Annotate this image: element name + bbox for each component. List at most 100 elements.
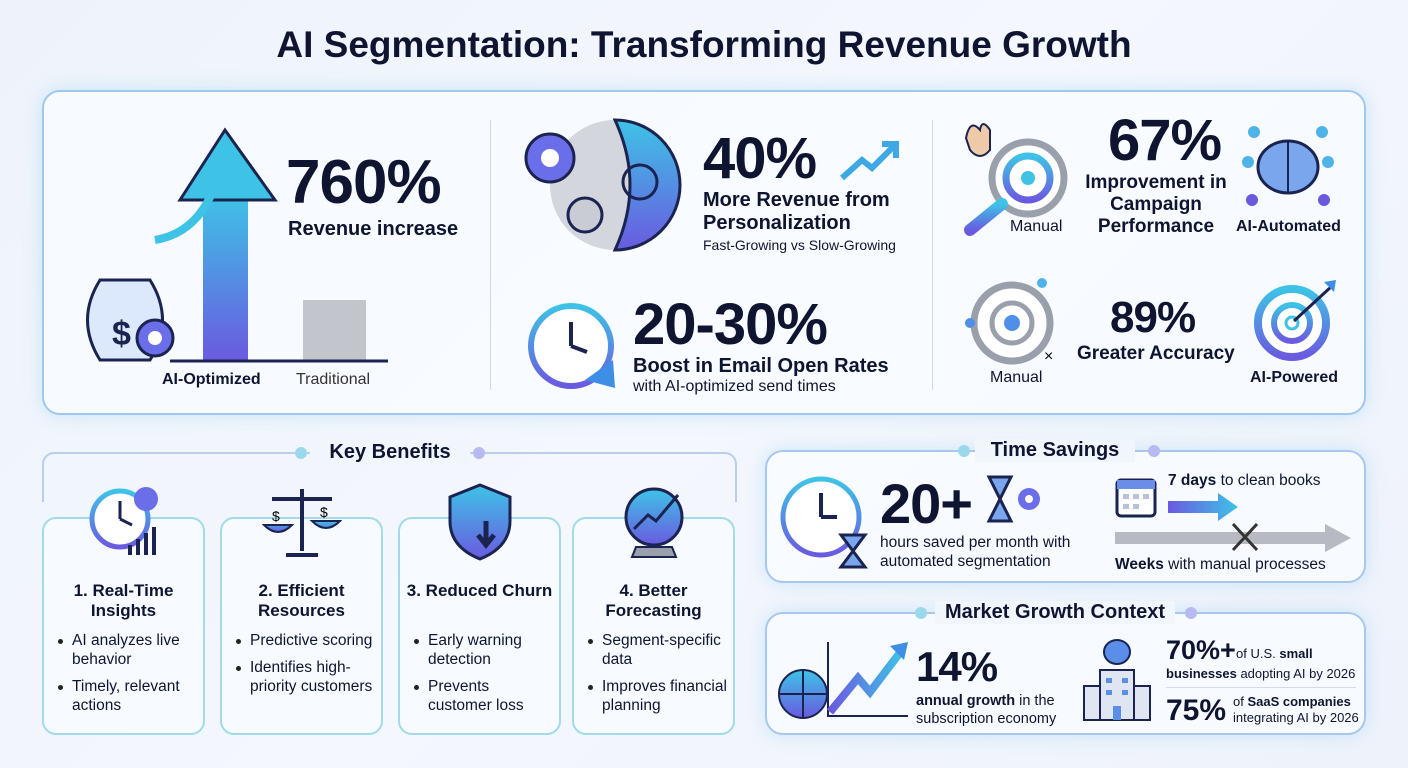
benefit-card: $ $ 2. Efficient Resources Predictive sco… bbox=[220, 489, 383, 735]
brain-network-icon bbox=[1242, 126, 1334, 206]
arrow-up-icon bbox=[177, 127, 278, 202]
personalization-icon bbox=[524, 118, 682, 252]
email-sub: with AI-optimized send times bbox=[633, 378, 836, 395]
scales-icon: $ $ bbox=[261, 489, 342, 557]
personalization-label: More Revenue from Personalization bbox=[703, 189, 890, 234]
fast-arrow-icon bbox=[1168, 493, 1238, 521]
svg-text:$: $ bbox=[112, 315, 131, 353]
bullseye-icon bbox=[1254, 280, 1336, 361]
gear-icon bbox=[566, 196, 604, 234]
hand-icon bbox=[964, 123, 991, 157]
benefit-bullet: Identifies high-priority customers bbox=[236, 658, 375, 696]
accuracy-label: Greater Accuracy bbox=[1077, 343, 1235, 364]
svg-text:$: $ bbox=[272, 508, 280, 524]
slow-rest: with manual processes bbox=[1163, 556, 1326, 573]
accuracy-value: 89% bbox=[1110, 293, 1196, 342]
bar-label-ai: AI-Optimized bbox=[162, 371, 261, 388]
market-value: 14% bbox=[916, 643, 998, 690]
page-title: AI Segmentation: Transforming Revenue Gr… bbox=[276, 24, 1132, 65]
svg-text:×: × bbox=[1044, 348, 1053, 365]
trend-up-icon bbox=[839, 141, 899, 181]
dot bbox=[1185, 607, 1197, 619]
market-sub-bold: annual growth bbox=[916, 693, 1016, 709]
bar-traditional bbox=[303, 300, 366, 360]
divider bbox=[932, 120, 933, 390]
stat-text: integrating AI by 2026 bbox=[1233, 710, 1359, 725]
stat-text: SaaS companies bbox=[1247, 694, 1351, 709]
scattered-target-icon: × bbox=[965, 278, 1054, 365]
slow-bold: Weeks bbox=[1115, 556, 1164, 573]
campaign-label: Improvement in Campaign Performance bbox=[1085, 172, 1227, 237]
time-heading: Time Savings bbox=[975, 439, 1135, 462]
benefit-bullet: Prevents customer loss bbox=[414, 677, 553, 715]
benefit-title: 2. Efficient Resources bbox=[258, 581, 345, 620]
stat-text: businesses bbox=[1166, 666, 1237, 681]
magnifier-target-icon bbox=[964, 123, 1068, 236]
hourglass-gear-icon bbox=[986, 475, 1040, 523]
stat-text: small bbox=[1279, 646, 1313, 661]
divider bbox=[1166, 687, 1356, 688]
clock-chart-icon bbox=[89, 487, 158, 555]
accuracy-left-label: Manual bbox=[990, 369, 1043, 386]
campaign-value: 67% bbox=[1108, 108, 1222, 173]
email-value: 20-30% bbox=[633, 292, 828, 357]
stat-small-business-value: 70%+ bbox=[1166, 635, 1236, 665]
stat-small-business-line2: businesses adopting AI by 2026 bbox=[1166, 666, 1355, 682]
accuracy-right-label: AI-Powered bbox=[1250, 369, 1339, 386]
slow-label: Weeks with manual processes bbox=[1115, 556, 1326, 574]
benefit-card: 3. Reduced Churn Early warning detection… bbox=[398, 483, 561, 735]
benefit-bullet: Timely, relevant actions bbox=[58, 677, 197, 715]
divider bbox=[490, 120, 491, 390]
dot bbox=[915, 607, 927, 619]
shield-icon bbox=[448, 483, 511, 561]
stat-small-business-line1: of U.S. small bbox=[1236, 646, 1313, 662]
benefit-bullet: Early warning detection bbox=[414, 631, 553, 669]
clock-refresh-icon bbox=[528, 303, 615, 389]
fast-rest: to clean books bbox=[1216, 472, 1321, 489]
stat-saas-text: of SaaS companies integrating AI by 2026 bbox=[1233, 694, 1359, 726]
campaign-left-label: Manual bbox=[1010, 218, 1063, 235]
globe-growth-icon bbox=[778, 642, 908, 719]
crystal-ball-icon bbox=[624, 487, 683, 558]
benefit-title: 1. Real-Time Insights bbox=[73, 581, 174, 620]
fast-label: 7 days to clean books bbox=[1168, 472, 1321, 490]
benefit-bullet: Predictive scoring bbox=[236, 631, 375, 650]
benefit-title: 3. Reduced Churn bbox=[406, 581, 553, 600]
revenue-label: Revenue increase bbox=[288, 218, 459, 240]
email-label: Boost in Email Open Rates bbox=[633, 355, 889, 377]
stat-text: adopting AI by 2026 bbox=[1236, 666, 1356, 681]
personalization-value: 40% bbox=[703, 126, 817, 191]
market-heading: Market Growth Context bbox=[935, 601, 1175, 624]
fast-bold: 7 days bbox=[1168, 472, 1217, 489]
time-sub: hours saved per month with automated seg… bbox=[880, 534, 1071, 570]
market-sub-rest: in the subscription economy bbox=[916, 693, 1057, 727]
benefit-bullet: Improves financial planning bbox=[588, 677, 727, 715]
market-sub: annual growth in the subscription econom… bbox=[916, 692, 1081, 728]
benefit-bullet: Segment-specific data bbox=[588, 631, 727, 669]
stat-saas-value: 75% bbox=[1166, 694, 1227, 727]
benefit-title: 4. Better Forecasting bbox=[605, 581, 702, 620]
bar-chart-icon: $ bbox=[86, 127, 388, 363]
dot bbox=[473, 447, 485, 459]
dot bbox=[295, 447, 307, 459]
bar-ai-optimized bbox=[203, 195, 248, 360]
svg-text:$: $ bbox=[320, 504, 328, 520]
campaign-right-label: AI-Automated bbox=[1236, 218, 1341, 235]
bar-label-traditional: Traditional bbox=[296, 371, 371, 388]
time-value: 20+ bbox=[880, 472, 973, 535]
revenue-value: 760% bbox=[286, 148, 442, 217]
benefits-heading: Key Benefits bbox=[310, 441, 470, 464]
building-brain-icon bbox=[1083, 639, 1151, 721]
stat-text: of U.S. bbox=[1236, 646, 1280, 661]
dot bbox=[958, 445, 970, 457]
clock-hourglass-icon bbox=[780, 476, 868, 569]
slow-arrow-icon bbox=[1115, 522, 1351, 552]
benefit-bullet: AI analyzes live behavior bbox=[58, 631, 197, 669]
benefit-card: 1. Real-Time Insights AI analyzes live b… bbox=[42, 487, 205, 735]
stat-text: of bbox=[1233, 694, 1248, 709]
smile-icon bbox=[621, 163, 659, 201]
benefit-card: 4. Better Forecasting Segment-specific d… bbox=[572, 487, 735, 735]
calendar-icon bbox=[1115, 478, 1157, 518]
personalization-sub: Fast-Growing vs Slow-Growing bbox=[703, 237, 896, 253]
dot bbox=[1148, 445, 1160, 457]
